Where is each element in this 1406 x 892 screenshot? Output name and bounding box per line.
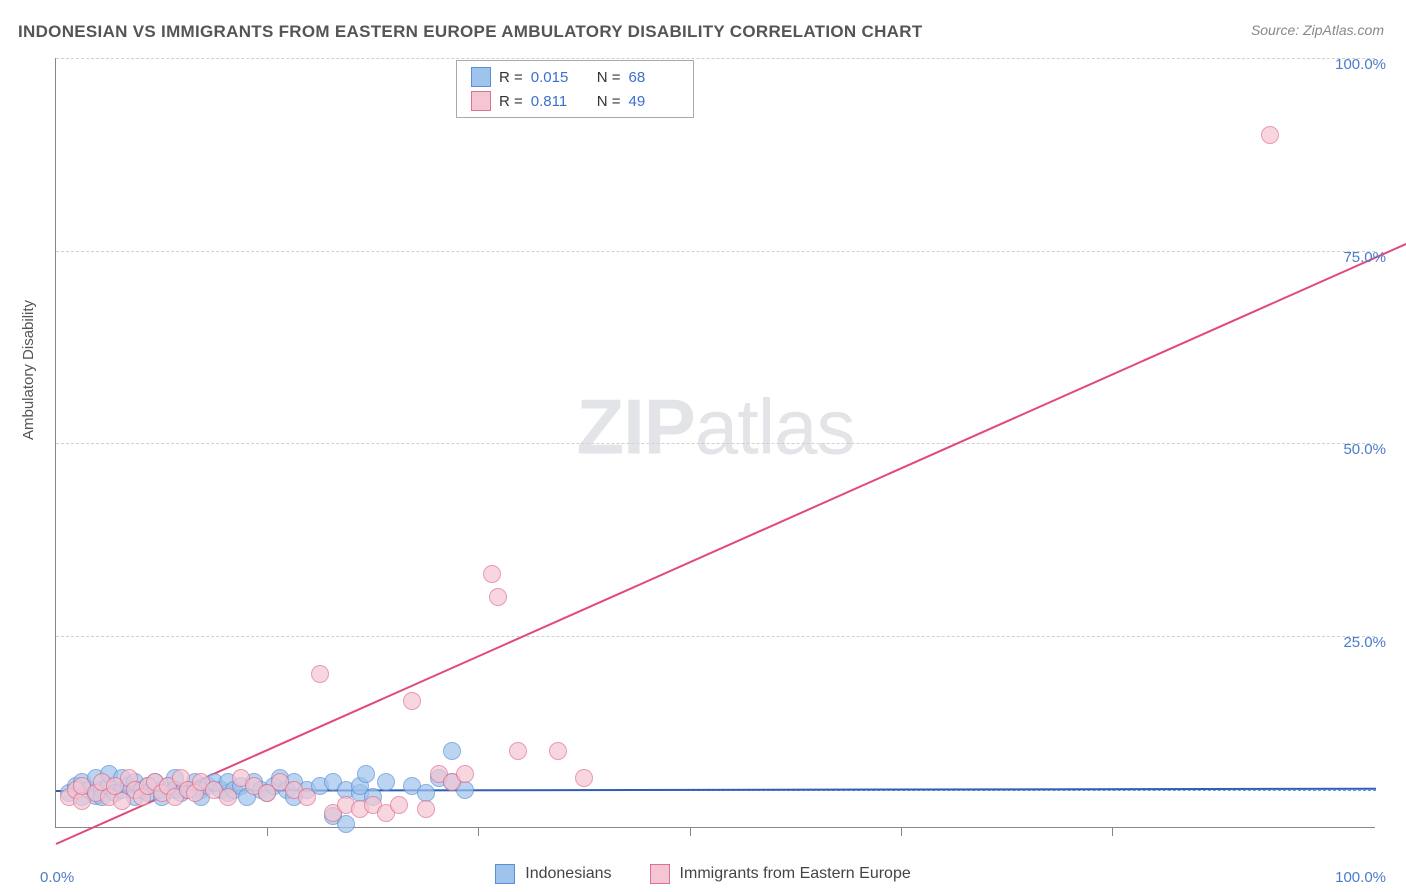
y-tick-label: 50.0% (1343, 441, 1386, 458)
data-point-immigrants_ee (298, 788, 316, 806)
watermark: ZIPatlas (576, 382, 854, 473)
y-axis-label: Ambulatory Disability (20, 300, 37, 440)
data-point-immigrants_ee (219, 788, 237, 806)
legend-item-immigrants_ee: Immigrants from Eastern Europe (650, 864, 911, 884)
data-point-immigrants_ee (575, 769, 593, 787)
plot-area: ZIPatlas (55, 58, 1375, 828)
legend-n-label: N = (597, 69, 621, 86)
gridline-horizontal (56, 636, 1375, 637)
x-tick-mark (901, 828, 902, 836)
legend-row-indonesians: R = 0.015 N = 68 (457, 65, 693, 89)
x-tick-mark (478, 828, 479, 836)
legend-swatch (471, 67, 491, 87)
gridline-horizontal (56, 58, 1375, 59)
trend-line-immigrants_ee (56, 227, 1406, 845)
gridline-horizontal (56, 443, 1375, 444)
data-point-immigrants_ee (483, 565, 501, 583)
data-point-immigrants_ee (549, 742, 567, 760)
y-tick-label: 100.0% (1335, 56, 1386, 73)
data-point-immigrants_ee (456, 765, 474, 783)
chart-title: INDONESIAN VS IMMIGRANTS FROM EASTERN EU… (18, 22, 923, 42)
legend-row-immigrants_ee: R = 0.811 N = 49 (457, 89, 693, 113)
watermark-rest: atlas (695, 383, 855, 471)
data-point-immigrants_ee (489, 588, 507, 606)
legend-item-indonesians: Indonesians (495, 864, 611, 884)
x-tick-mark (1112, 828, 1113, 836)
data-point-immigrants_ee (311, 665, 329, 683)
legend-label: Indonesians (525, 865, 611, 883)
series-legend: Indonesians Immigrants from Eastern Europ… (0, 864, 1406, 884)
legend-n-value: 68 (629, 69, 679, 86)
legend-swatch (495, 864, 515, 884)
y-tick-label: 75.0% (1343, 249, 1386, 266)
legend-r-label: R = (499, 69, 523, 86)
legend-r-value: 0.811 (531, 93, 581, 110)
data-point-immigrants_ee (417, 800, 435, 818)
y-tick-label: 25.0% (1343, 634, 1386, 651)
watermark-bold: ZIP (576, 383, 694, 471)
data-point-indonesians (357, 765, 375, 783)
data-point-indonesians (377, 773, 395, 791)
legend-label: Immigrants from Eastern Europe (680, 865, 911, 883)
legend-n-value: 49 (629, 93, 679, 110)
legend-swatch (471, 91, 491, 111)
chart-container: INDONESIAN VS IMMIGRANTS FROM EASTERN EU… (0, 0, 1406, 892)
correlation-legend: R = 0.015 N = 68 R = 0.811 N = 49 (456, 60, 694, 118)
legend-r-value: 0.015 (531, 69, 581, 86)
data-point-immigrants_ee (403, 692, 421, 710)
data-point-immigrants_ee (509, 742, 527, 760)
gridline-horizontal (56, 251, 1375, 252)
data-point-indonesians (443, 742, 461, 760)
x-tick-mark (267, 828, 268, 836)
legend-swatch (650, 864, 670, 884)
data-point-immigrants_ee (1261, 126, 1279, 144)
legend-r-label: R = (499, 93, 523, 110)
legend-n-label: N = (597, 93, 621, 110)
x-tick-mark (690, 828, 691, 836)
source-attribution: Source: ZipAtlas.com (1251, 22, 1384, 38)
data-point-immigrants_ee (390, 796, 408, 814)
